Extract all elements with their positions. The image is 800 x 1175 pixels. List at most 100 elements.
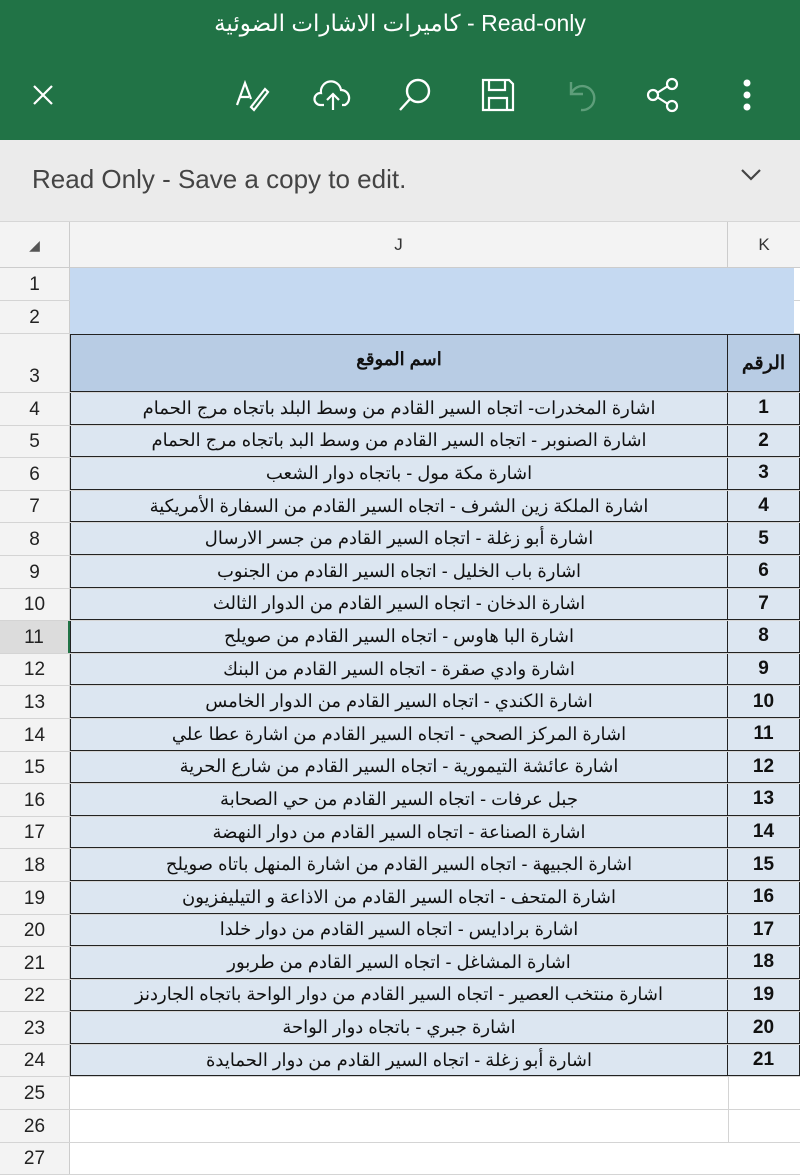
number-cell[interactable]: 7 [728,588,800,621]
row-header[interactable]: 23 [0,1012,70,1044]
number-cell[interactable]: 9 [728,653,800,686]
column-headers: ◢ J K [0,222,800,268]
location-name-cell[interactable]: اشارة المركز الصحي - اتجاه السير القادم … [70,718,728,751]
row-header[interactable]: 4 [0,393,70,425]
number-cell[interactable]: 5 [728,523,800,555]
number-cell[interactable]: 13 [728,784,800,816]
row-header[interactable]: 17 [0,816,70,849]
location-name-cell[interactable]: اشارة الصناعة - اتجاه السير القادم من دو… [70,816,728,849]
window-title: كاميرات الاشارات الضوئية - Read-only [214,10,586,36]
share-button[interactable] [640,72,686,118]
search-icon [399,78,431,111]
row-header[interactable]: 8 [0,523,70,555]
draw-button[interactable] [228,72,274,118]
location-name-cell[interactable]: اشارة عائشة التيمورية - اتجاه السير القا… [70,751,728,784]
number-cell[interactable]: 20 [728,1012,800,1044]
location-name-cell[interactable]: جبل عرفات - اتجاه السير القادم من حي الص… [70,784,728,816]
row-header[interactable]: 27 [0,1142,70,1175]
column-header-k[interactable]: K [758,235,770,254]
table-row: 20 اشارة برادايس - اتجاه السير القادم من… [0,914,800,948]
row-header[interactable]: 13 [0,686,70,718]
number-cell[interactable]: 1 [728,393,800,425]
header-number[interactable]: الرقم [728,334,800,392]
number-cell[interactable]: 19 [728,979,800,1012]
table-row: 7 اشارة الملكة زين الشرف - اتجاه السير ا… [0,490,800,524]
row-header[interactable]: 14 [0,718,70,751]
more-icon [743,79,751,111]
number-cell[interactable]: 10 [728,686,800,718]
number-cell[interactable]: 18 [728,947,800,979]
location-name-cell[interactable]: اشارة مكة مول - باتجاه دوار الشعب [70,458,728,490]
number-cell[interactable]: 3 [728,458,800,490]
number-cell[interactable]: 4 [728,490,800,523]
row-header[interactable]: 11 [0,621,70,653]
table-row: 11 اشارة البا هاوس - اتجاه السير القادم … [0,621,800,654]
number-cell[interactable]: 11 [728,718,800,751]
number-cell[interactable]: 17 [728,914,800,947]
location-name-cell[interactable]: اشارة الملكة زين الشرف - اتجاه السير الق… [70,490,728,523]
upload-button[interactable] [310,72,356,118]
read-only-message: Read Only - Save a copy to edit. [32,164,407,194]
row-header[interactable]: 20 [0,914,70,947]
row-header[interactable]: 26 [0,1110,70,1142]
location-name-cell[interactable]: اشارة المخدرات- اتجاه السير القادم من وس… [70,393,728,425]
row-header[interactable]: 1 [0,268,70,300]
table-row: 10 اشارة الدخان - اتجاه السير القادم من … [0,588,800,622]
row-header[interactable]: 12 [0,653,70,686]
location-name-cell[interactable]: اشارة المتحف - اتجاه السير القادم من الا… [70,881,728,914]
table-row: 8 اشارة أبو زغلة - اتجاه السير القادم من… [0,523,800,556]
row-header[interactable]: 22 [0,979,70,1012]
row-header[interactable]: 18 [0,849,70,881]
location-name-cell[interactable]: اشارة البا هاوس - اتجاه السير القادم من … [70,621,728,653]
row-header[interactable]: 5 [0,425,70,458]
location-name-cell[interactable]: اشارة أبو زغلة - اتجاه السير القادم من د… [70,1044,728,1077]
row-header[interactable]: 21 [0,947,70,979]
location-name-cell[interactable]: اشارة باب الخليل - اتجاه السير القادم من… [70,555,728,588]
table-row: 15 اشارة عائشة التيمورية - اتجاه السير ا… [0,751,800,785]
table-row: 17 اشارة الصناعة - اتجاه السير القادم من… [0,816,800,850]
expand-banner-button[interactable] [740,168,762,187]
search-button[interactable] [392,72,438,118]
table-row: 5 اشارة الصنوبر - اتجاه السير القادم من … [0,425,800,459]
location-name-cell[interactable]: اشارة أبو زغلة - اتجاه السير القادم من ج… [70,523,728,555]
number-cell[interactable]: 15 [728,849,800,881]
row-header[interactable]: 15 [0,751,70,784]
table-row: 18 اشارة الجبيهة - اتجاه السير القادم من… [0,849,800,882]
select-all-corner[interactable]: ◢ [0,222,70,268]
row-header[interactable]: 24 [0,1044,70,1077]
row-header[interactable]: 6 [0,458,70,490]
row-header[interactable]: 3 [0,334,70,392]
location-name-cell[interactable]: اشارة الدخان - اتجاه السير القادم من الد… [70,588,728,621]
location-name-cell[interactable]: اشارة منتخب العصير - اتجاه السير القادم … [70,979,728,1012]
row-header[interactable]: 9 [0,555,70,588]
more-options-button[interactable] [724,72,770,118]
location-name-cell[interactable]: اشارة المشاغل - اتجاه السير القادم من طر… [70,947,728,979]
table-row: 24 اشارة أبو زغلة - اتجاه السير القادم م… [0,1044,800,1078]
header-location-name[interactable]: اسم الموقع [70,334,728,392]
location-name-cell[interactable]: اشارة وادي صقرة - اتجاه السير القادم من … [70,653,728,686]
row-header[interactable]: 25 [0,1077,70,1110]
column-header-j[interactable]: J [70,222,728,268]
location-name-cell[interactable]: اشارة برادايس - اتجاه السير القادم من دو… [70,914,728,947]
number-cell[interactable]: 14 [728,816,800,849]
number-cell[interactable]: 21 [728,1044,800,1077]
number-cell[interactable]: 8 [728,621,800,653]
location-name-cell[interactable]: اشارة الجبيهة - اتجاه السير القادم من اش… [70,849,728,881]
row-header[interactable]: 10 [0,588,70,621]
close-button[interactable] [20,72,66,118]
number-cell[interactable]: 2 [728,425,800,458]
location-name-cell[interactable]: اشارة الكندي - اتجاه السير القادم من الد… [70,686,728,718]
number-cell[interactable]: 12 [728,751,800,784]
number-cell[interactable]: 6 [728,555,800,588]
undo-icon [569,82,596,112]
row-header[interactable]: 2 [0,301,70,333]
row-header[interactable]: 16 [0,784,70,816]
location-name-cell[interactable]: اشارة الصنوبر - اتجاه السير القادم من وس… [70,425,728,458]
row-header[interactable]: 19 [0,881,70,914]
number-cell[interactable]: 16 [728,881,800,914]
row-header[interactable]: 7 [0,490,70,523]
undo-button[interactable] [557,72,603,118]
location-name-cell[interactable]: اشارة جبري - باتجاه دوار الواحة [70,1012,728,1044]
spreadsheet-grid[interactable]: 1 2 3 اسم الموقع الرقم 4 اشارة المخدرات-… [0,268,800,1175]
save-button[interactable] [475,72,521,118]
